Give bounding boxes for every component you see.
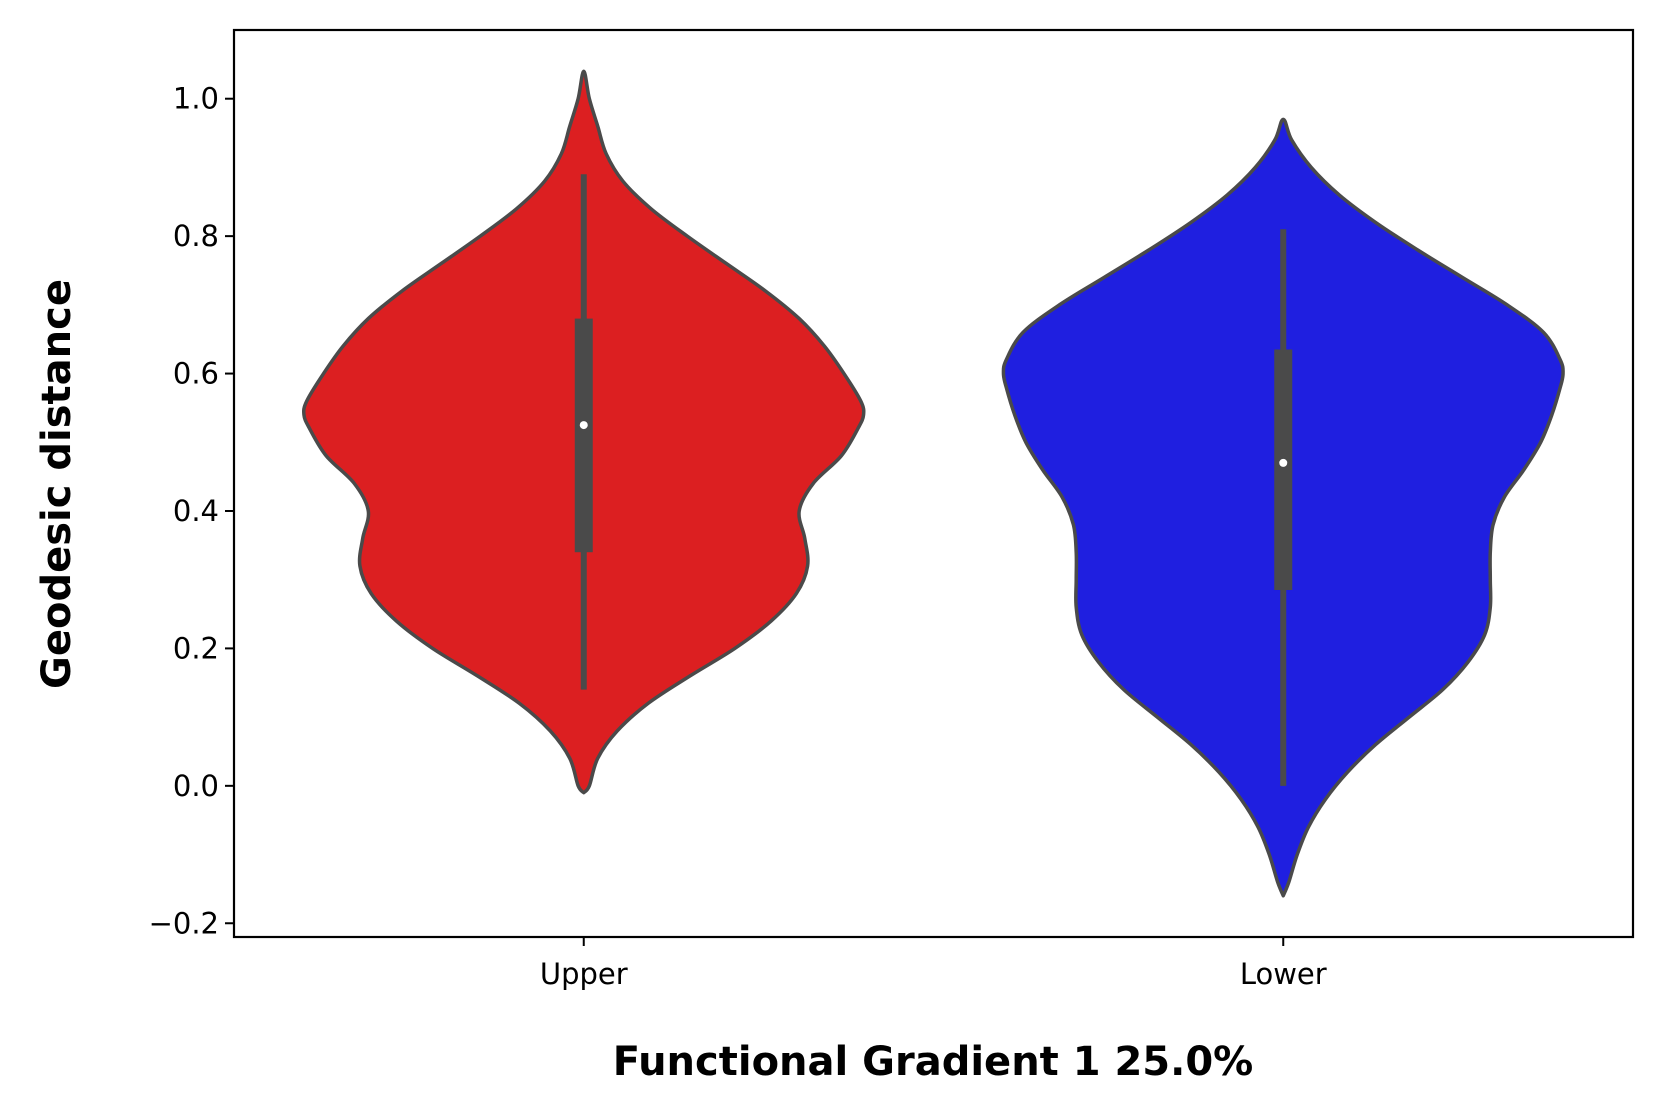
violin-upper xyxy=(301,69,866,795)
median-marker xyxy=(579,421,588,430)
iqr-box xyxy=(574,318,593,553)
x-axis-title: Functional Gradient 1 25.0% xyxy=(613,1039,1254,1085)
y-tick-label: 0.2 xyxy=(173,631,219,665)
y-tick-label: 0.0 xyxy=(173,769,219,803)
iqr-box xyxy=(1274,349,1293,591)
x-tick-label: Lower xyxy=(1240,957,1327,991)
y-tick-label: 0.4 xyxy=(173,494,219,528)
y-tick-label: 1.0 xyxy=(173,82,219,116)
violins-layer xyxy=(301,69,1565,898)
y-axis: −0.2 0.0 0.2 0.4 0.6 0.8 1.0 xyxy=(149,82,234,940)
y-tick-label: −0.2 xyxy=(149,906,219,940)
y-tick-label: 0.8 xyxy=(173,219,219,253)
median-marker xyxy=(1279,458,1288,467)
x-tick-label: Upper xyxy=(540,957,628,991)
y-axis-title: Geodesic distance xyxy=(34,279,80,689)
y-tick-label: 0.6 xyxy=(173,357,219,391)
x-axis: Upper Lower xyxy=(540,937,1327,991)
violin-lower xyxy=(1001,117,1565,898)
plot-frame xyxy=(232,28,1635,939)
